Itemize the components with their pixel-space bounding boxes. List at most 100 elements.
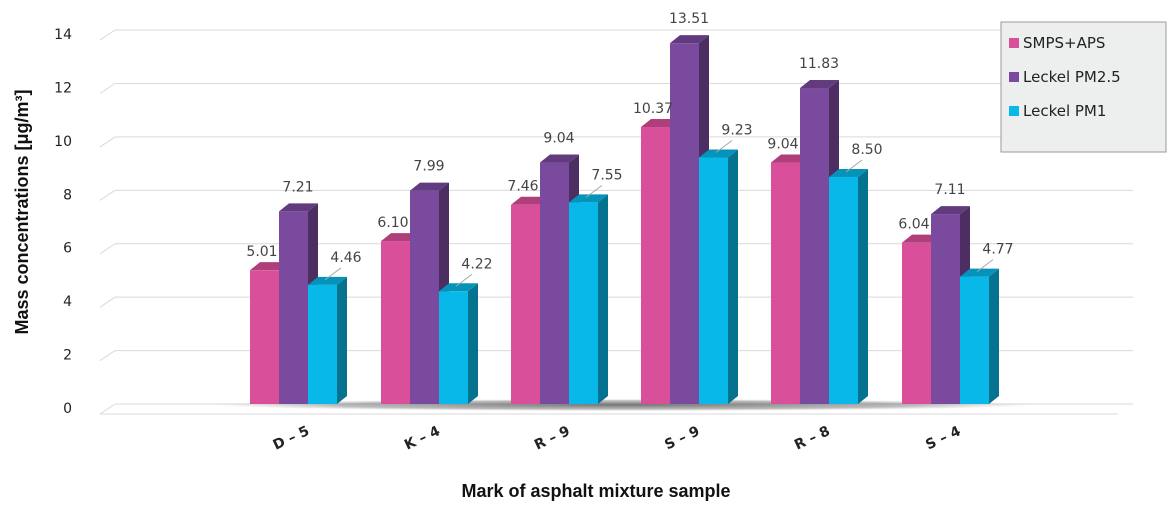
gridline-perspective xyxy=(99,350,116,361)
data-label: 7.11 xyxy=(934,182,965,198)
gridline-perspective xyxy=(99,296,116,308)
bar-top xyxy=(540,154,579,163)
bar-top xyxy=(931,206,970,215)
legend-box xyxy=(1000,21,1167,153)
bar xyxy=(439,283,478,404)
bar-front xyxy=(699,157,728,404)
y-tick-label: 4 xyxy=(63,294,72,310)
bar-front xyxy=(641,127,670,404)
data-label: 10.37 xyxy=(633,101,673,117)
bar-front xyxy=(540,162,569,404)
gridline-perspective xyxy=(99,243,116,255)
y-tick-label: 12 xyxy=(54,80,72,96)
bar-top xyxy=(699,149,738,158)
bar-front xyxy=(308,284,337,404)
data-label: 9.04 xyxy=(767,137,798,153)
x-tick-label: R – 9 xyxy=(532,423,573,453)
legend-swatch xyxy=(1009,38,1019,48)
x-tick-label: S – 4 xyxy=(923,423,963,453)
bar-top xyxy=(670,35,709,44)
bar xyxy=(308,276,347,404)
bar-side xyxy=(858,168,868,404)
y-tick-label: 8 xyxy=(63,187,72,203)
data-label: 9.23 xyxy=(721,122,752,138)
bar xyxy=(699,149,738,404)
data-label: 9.04 xyxy=(543,131,574,147)
data-label: 4.22 xyxy=(461,256,492,272)
gridline-perspective xyxy=(99,136,116,148)
y-tick-label: 14 xyxy=(54,27,72,43)
bar-front xyxy=(381,241,410,404)
x-tick-label: S – 9 xyxy=(662,423,702,453)
bar-top xyxy=(569,194,608,203)
bar xyxy=(960,268,999,404)
bar-side xyxy=(468,283,478,404)
bar-side xyxy=(989,268,999,404)
y-tick-label: 2 xyxy=(63,348,72,364)
bar-front xyxy=(902,242,931,404)
y-tick-labels: 0 2 4 6 8 10 12 14 xyxy=(54,27,72,417)
bar-front xyxy=(279,211,308,404)
data-label: 5.01 xyxy=(246,244,277,260)
bar-front xyxy=(511,204,540,404)
data-labels: 5.01 7.21 4.46 6.10 7.99 4.22 7.46 9.04 7.55 10.3… xyxy=(246,11,1014,287)
data-label-leader xyxy=(845,159,863,173)
data-label-leader xyxy=(455,273,473,287)
data-label: 6.04 xyxy=(898,217,929,233)
bar-front xyxy=(931,214,960,404)
bar-front xyxy=(410,190,439,404)
bar-front xyxy=(960,276,989,404)
data-label: 8.50 xyxy=(851,142,882,158)
y-tick-label: 0 xyxy=(63,401,72,417)
legend: SMPS+APS Leckel PM2.5 Leckel PM1 xyxy=(1000,21,1167,153)
bar-top xyxy=(410,182,449,191)
legend-swatch xyxy=(1009,106,1019,116)
data-label: 7.55 xyxy=(591,167,622,183)
legend-label: SMPS+APS xyxy=(1023,34,1105,52)
data-label: 7.21 xyxy=(282,179,313,195)
bar-front xyxy=(670,43,699,405)
bar-top xyxy=(279,203,318,212)
bar-front xyxy=(800,88,829,405)
bar-front xyxy=(829,176,858,404)
x-tick-label: R – 8 xyxy=(792,423,833,453)
x-axis-title: Mark of asphalt mixture sample xyxy=(461,481,730,501)
gridline-perspective xyxy=(99,189,116,201)
y-axis-title: Mass concentrations [μg/m³] xyxy=(12,89,32,334)
bar-side xyxy=(337,276,347,404)
bar-front xyxy=(569,202,598,404)
x-tick-label: K – 4 xyxy=(402,423,443,453)
bar-side xyxy=(728,149,738,404)
data-label: 7.99 xyxy=(413,159,444,175)
data-label: 4.77 xyxy=(982,242,1013,258)
bar-front xyxy=(771,162,800,404)
y-tick-label: 6 xyxy=(63,241,72,257)
legend-label: Leckel PM2.5 xyxy=(1023,68,1121,86)
bar-front xyxy=(250,270,279,404)
gridline-perspective xyxy=(99,29,116,41)
bar xyxy=(829,168,868,404)
legend-swatch xyxy=(1009,72,1019,82)
bar-top xyxy=(800,80,839,89)
bar xyxy=(569,194,608,404)
bar-top xyxy=(829,168,868,177)
data-label: 4.46 xyxy=(330,250,361,266)
data-label-leader xyxy=(715,140,733,153)
bar-front xyxy=(439,291,468,404)
y-tick-label: 10 xyxy=(54,134,72,150)
data-label-leader xyxy=(324,267,342,281)
bar-top xyxy=(308,276,347,285)
x-tick-labels: D – 5 K – 4 R – 9 S – 9 R – 8 S – 4 xyxy=(271,423,964,454)
data-label: 11.83 xyxy=(799,56,839,72)
bar-top xyxy=(960,268,999,277)
data-label-leader xyxy=(585,184,603,198)
gridline-perspective xyxy=(99,403,116,415)
data-label: 7.46 xyxy=(507,179,538,195)
data-label: 6.10 xyxy=(377,215,408,231)
gridline-perspective xyxy=(99,83,116,94)
bars xyxy=(250,35,999,405)
data-label: 13.51 xyxy=(669,11,709,27)
bar-top xyxy=(439,283,478,292)
x-tick-label: D – 5 xyxy=(271,423,312,454)
